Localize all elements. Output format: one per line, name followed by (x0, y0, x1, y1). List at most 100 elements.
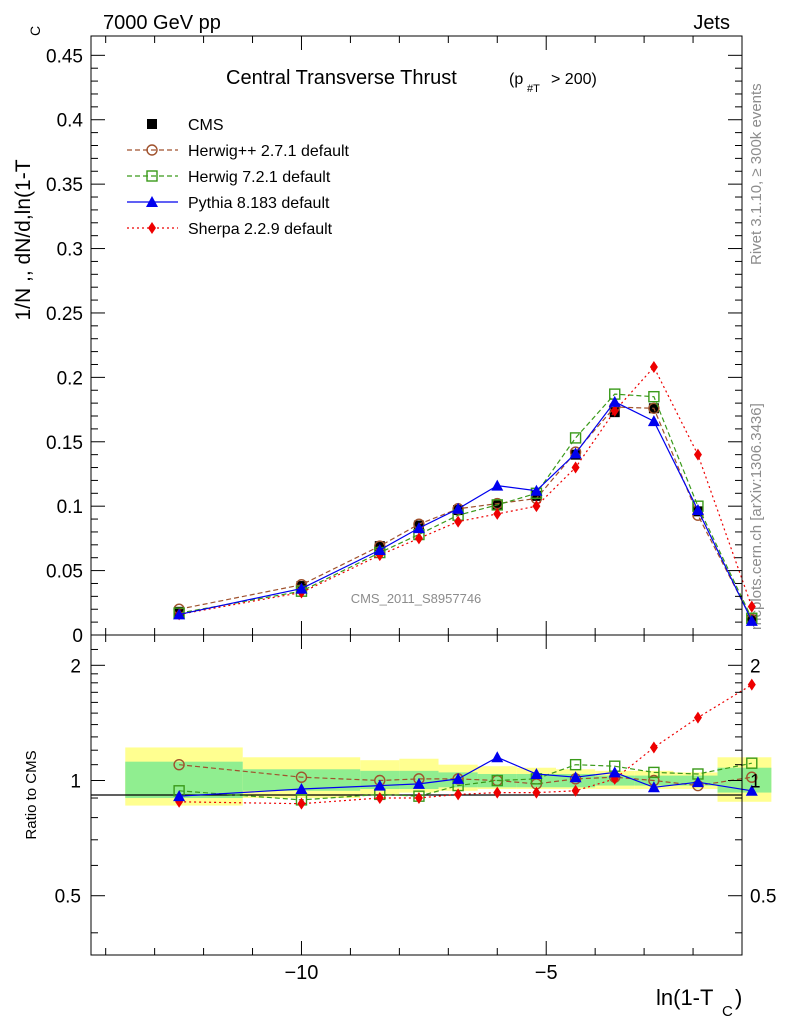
main-y-tick-label: 0.35 (46, 175, 83, 196)
mcplots-label: mcplots.cern.ch [arXiv:1306.3436] (748, 403, 765, 630)
ratio-point-sherpa (375, 792, 384, 805)
legend-label: Pythia 8.183 default (188, 195, 330, 212)
main-point-pythia (173, 608, 186, 620)
legend-entry-cms: CMS (147, 117, 224, 134)
main-y-tick-label: 0.4 (57, 111, 84, 132)
title-cut-open: (p (509, 71, 523, 88)
main-point-sherpa (649, 361, 658, 374)
main-point-pythia (530, 484, 543, 496)
main-point-herwig7 (648, 390, 660, 403)
main-point-pythia (569, 447, 582, 459)
main-line-herwigpp (178, 406, 753, 620)
ratio-line-herwig7 (179, 762, 752, 801)
ratio-panel-bands (125, 747, 772, 806)
ratio-point-sherpa (571, 784, 580, 797)
legend-label: CMS (188, 117, 224, 134)
ratio-point-herwig7 (746, 757, 758, 769)
legend-label: Sherpa 2.2.9 default (188, 221, 333, 238)
ratio-point-pythia (173, 790, 186, 802)
ratio-panel-axes: 0.5 0.5 1 1 2 2 −10 −5 (55, 635, 776, 984)
header-process: Jets (693, 12, 730, 34)
main-point-sherpa (610, 404, 619, 417)
ratio-point-sherpa (297, 797, 306, 810)
ratio-line-sherpa (179, 684, 753, 805)
ratio-point-pythia (491, 751, 504, 763)
ratio-line-pythia (179, 756, 752, 797)
ylabel-sub-text: C (27, 26, 43, 36)
plot-title: Central Transverse Thrust (p #T > 200) (226, 67, 597, 95)
ratio-y-tick-label: 2 (70, 656, 81, 677)
main-panel-axes: 0 0.05 0.1 0.15 0.2 0.25 0.3 0.35 0.4 0.45 (46, 36, 743, 647)
main-line-herwig7 (178, 393, 753, 619)
main-point-pythia (412, 522, 425, 534)
main-point-pythia (691, 504, 704, 516)
ratio-point-pythia (373, 779, 386, 791)
legend: CMS Herwig++ 2.7.1 default Herwig 7.2.1 de… (127, 117, 350, 238)
ratio-point-herwigpp (295, 771, 308, 783)
legend-label: Herwig++ 2.7.1 default (188, 143, 350, 160)
main-point-pythia (745, 614, 758, 626)
main-series-pythia (173, 395, 758, 626)
ratio-point-herwig7 (648, 766, 660, 779)
ratio-point-pythia (569, 771, 582, 783)
ratio-point-pythia (647, 781, 660, 793)
legend-marker (146, 170, 158, 182)
main-point-pythia (491, 479, 504, 491)
main-point-pythia (295, 582, 308, 594)
main-point-sherpa (493, 507, 502, 520)
legend-label: Herwig 7.2.1 default (188, 169, 331, 186)
xlabel-close-text: ) (735, 985, 742, 1010)
main-point-pythia (647, 415, 660, 427)
legend-marker (148, 222, 156, 234)
ratio-band-inner (717, 767, 772, 793)
main-point-sherpa (454, 515, 463, 528)
main-series-sherpa (175, 361, 756, 621)
main-y-tick-label: 0.05 (46, 562, 83, 583)
ratio-point-pythia (691, 776, 704, 788)
title-cut-sub: #T (527, 83, 540, 95)
main-y-tick-label: 0.15 (46, 433, 83, 454)
ratio-panel-series (173, 678, 758, 810)
ratio-point-sherpa (693, 711, 702, 724)
ratio-point-sherpa (493, 786, 502, 799)
x-axis-label: ln(1-T C ) (656, 985, 742, 1020)
ratio-point-sherpa (454, 788, 463, 801)
ratio-point-sherpa (649, 741, 658, 754)
ratio-band-inner (516, 773, 556, 788)
ratio-y-tick-label-right: 0.5 (750, 887, 776, 908)
main-point-pythia (373, 543, 386, 555)
ratio-point-pythia (530, 767, 543, 779)
main-y-tick-label: 0.1 (57, 497, 83, 518)
legend-entry-herwigpp: Herwig++ 2.7.1 default (127, 143, 350, 160)
legend-entry-herwig7: Herwig 7.2.1 default (127, 169, 331, 186)
main-point-pythia (452, 502, 465, 514)
ratio-point-pythia (608, 766, 621, 778)
xlabel-main-text: ln(1-T (656, 985, 713, 1010)
main-point-herwig7 (569, 432, 582, 444)
title-cut-close: > 200) (551, 71, 597, 88)
main-y-tick-label: 0.3 (57, 240, 83, 261)
title-main: Central Transverse Thrust (226, 67, 457, 89)
main-y-tick-label: 0.2 (57, 368, 83, 389)
main-y-tick-label: 0 (72, 626, 83, 647)
xlabel-sub-text: C (722, 1003, 733, 1020)
header-energy: 7000 GeV pp (103, 12, 221, 34)
main-line-sherpa (178, 366, 753, 615)
main-point-sherpa (693, 448, 702, 461)
ratio-point-pythia (412, 777, 425, 789)
main-y-tick-label: 0.45 (46, 46, 83, 67)
ratio-line-herwigpp (179, 764, 752, 787)
ratio-y-tick-label: 1 (70, 772, 81, 793)
ratio-y-tick-label-right: 1 (750, 772, 761, 793)
ratio-point-sherpa (747, 678, 756, 691)
main-y-axis-label: 1/N ,, dN/d,ln(1-T C (12, 26, 43, 321)
rivet-label: Rivet 3.1.10, ≥ 300k events (748, 83, 765, 265)
analysis-watermark: CMS_2011_S8957746 (351, 591, 482, 606)
ratio-point-pythia (745, 784, 758, 796)
main-point-pythia (608, 395, 621, 407)
legend-marker (147, 119, 157, 129)
ratio-band-inner (242, 769, 361, 791)
ratio-point-pythia (295, 783, 308, 795)
ratio-point-sherpa (532, 786, 541, 799)
